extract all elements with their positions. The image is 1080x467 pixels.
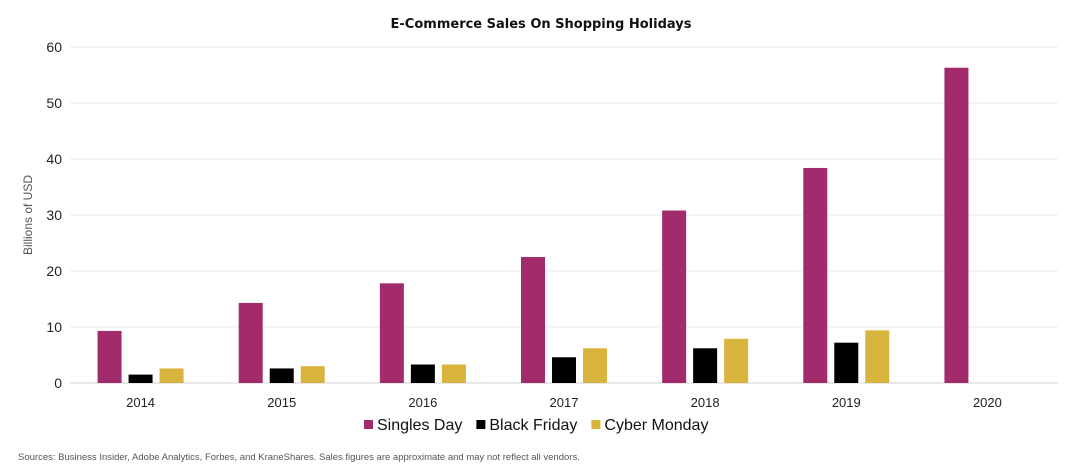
y-tick-label: 20 [46,263,62,279]
bar-cyber-monday-2014 [159,368,184,383]
bar-cyber-monday-2016 [441,364,466,383]
bar-singles-day-2017 [521,257,545,383]
x-tick-label: 2014 [126,395,155,410]
x-tick-label: 2020 [973,395,1002,410]
legend-swatch [591,420,601,429]
bar-black-friday-2015 [269,368,294,383]
bar-singles-day-2019 [803,167,828,383]
bars [97,67,969,383]
bar-singles-day-2020 [944,67,969,383]
y-tick-label: 30 [46,207,62,223]
bar-singles-day-2015 [238,302,263,383]
bar-singles-day-2016 [379,283,404,383]
legend-label: Singles Day [377,417,462,434]
bar-cyber-monday-2015 [300,366,325,383]
x-tick-label: 2017 [550,395,579,410]
x-tick-label: 2019 [832,395,861,410]
x-tick-label: 2016 [408,395,437,410]
y-tick-label: 0 [54,375,62,391]
bar-black-friday-2019 [834,342,859,383]
bar-black-friday-2018 [693,348,718,383]
bar-cyber-monday-2017 [583,348,607,383]
bar-cyber-monday-2018 [724,338,749,383]
x-tick-label: 2018 [691,395,720,410]
bar-singles-day-2014 [97,330,122,383]
bar-black-friday-2017 [552,357,576,383]
chart: E-Commerce Sales On Shopping Holidays Bi… [21,17,1058,434]
legend: Singles Day Black Friday Cyber Monday [364,417,708,434]
bar-black-friday-2016 [410,364,435,383]
y-tick-label: 40 [46,151,62,167]
legend-label: Cyber Monday [604,417,708,434]
bar-singles-day-2018 [662,210,687,383]
legend-label: Black Friday [489,417,577,434]
bar-cyber-monday-2019 [865,330,890,383]
bar-black-friday-2014 [128,374,153,383]
chart-title: E-Commerce Sales On Shopping Holidays [391,17,692,32]
y-axis-label: Billions of USD [21,175,35,255]
legend-swatch [476,420,486,429]
y-tick-label: 60 [46,39,62,55]
x-tick-label: 2015 [267,395,296,410]
legend-swatch [364,420,373,429]
x-axis-ticks: 2014 2015 2016 2017 2018 2019 2020 [126,395,1002,410]
source-note: Sources: Business Insider, Adobe Analyti… [18,452,580,463]
gridlines [70,46,1058,384]
y-axis-ticks: 0 10 20 30 40 50 60 [46,39,62,391]
y-tick-label: 50 [46,95,62,111]
y-tick-label: 10 [46,319,62,335]
